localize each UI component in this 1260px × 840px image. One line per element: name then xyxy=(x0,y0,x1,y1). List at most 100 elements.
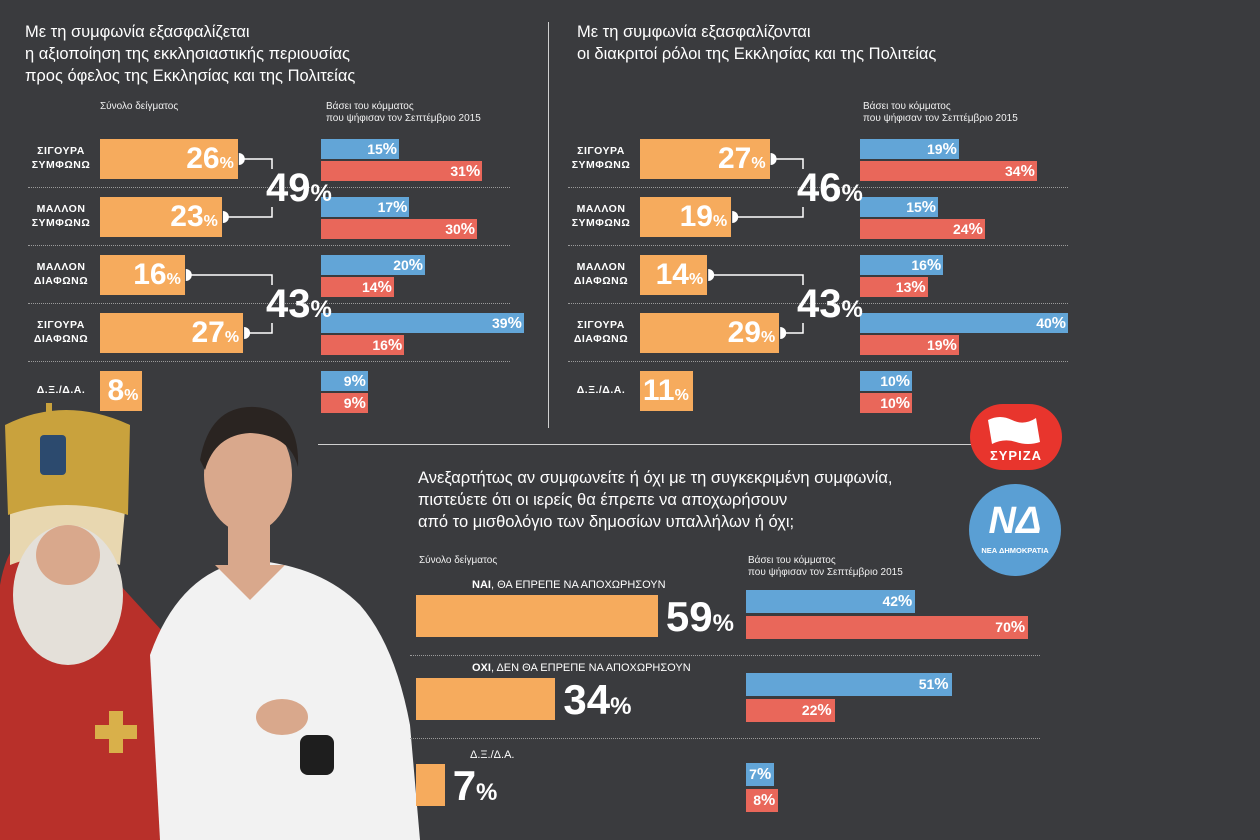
total-bar xyxy=(640,371,693,411)
panel2-party-label-line: Βάσει του κόμματος xyxy=(863,101,951,112)
row-separator xyxy=(568,245,1068,246)
row-label-line: ΣΥΜΦΩΝΩ xyxy=(31,217,91,229)
row-separator xyxy=(410,655,1040,656)
panel2-title: Με τη συμφωνία εξασφαλίζονται οι διακριτ… xyxy=(577,21,936,65)
total-bar-value: 8% xyxy=(107,374,139,407)
total-bar xyxy=(100,255,185,295)
party-red-value: 22% xyxy=(801,702,832,719)
total-bar xyxy=(100,371,143,411)
party-blue-bar xyxy=(860,139,959,159)
row-separator xyxy=(568,187,1068,188)
total-bar-value: 11% xyxy=(642,374,689,407)
nd-logo-subtext: ΝΕΑ ΔΗΜΟΚΡΑΤΙΑ xyxy=(981,546,1049,555)
row-separator xyxy=(410,738,1040,739)
row-label-line: ΣΙΓΟΥΡΑ xyxy=(37,145,85,157)
row-label-line: Δ.Ξ./Δ.Α. xyxy=(576,384,626,396)
row-label: ΜΑΛΛΟΝ ΣΥΜΦΩΝΩ xyxy=(30,202,92,230)
archbishop-figure xyxy=(0,403,190,840)
total-bar xyxy=(100,197,222,237)
syriza-flag-icon xyxy=(988,417,1040,444)
panel3-party-label: Βάσει του κόμματος που ψήφισαν τον Σεπτέ… xyxy=(748,555,903,579)
row-label-line: ΜΑΛΛΟΝ xyxy=(576,261,626,273)
party-red-bar xyxy=(321,335,405,355)
party-blue-value: 9% xyxy=(343,373,366,390)
bracket-line xyxy=(708,269,804,339)
total-bar-value: 26% xyxy=(186,142,234,175)
party-red-value: 24% xyxy=(952,221,983,238)
panel2-title-line: Με τη συμφωνία εξασφαλίζονται xyxy=(577,23,811,41)
row-label-line: ΣΙΓΟΥΡΑ xyxy=(577,319,625,331)
row-label: ΣΙΓΟΥΡΑ ΔΙΑΦΩΝΩ xyxy=(30,318,92,346)
party-red-bar xyxy=(746,699,835,722)
nd-logo-text: ΝΔ xyxy=(988,500,1042,542)
party-blue-bar xyxy=(860,255,944,275)
bracket-line xyxy=(732,153,804,223)
panel1-total-label: Σύνολο δείγματος xyxy=(100,101,179,112)
row-label: Δ.Ξ./Δ.Α. xyxy=(30,383,92,397)
row-label: ΣΙΓΟΥΡΑ ΣΥΜΦΩΝΩ xyxy=(30,144,92,172)
total-bar-value: 59% xyxy=(665,593,734,640)
party-red-bar xyxy=(860,219,985,239)
party-blue-bar xyxy=(321,371,368,391)
panel3-party-label-line: Βάσει του κόμματος xyxy=(748,555,836,566)
party-blue-bar xyxy=(321,197,410,217)
bracket-total-value: 43% xyxy=(266,282,332,326)
party-blue-bar xyxy=(746,673,952,696)
panel3-title-line: από το μισθολόγιο των δημοσίων υπαλλήλων… xyxy=(418,513,795,531)
total-bar-value: 27% xyxy=(717,142,766,175)
people-photo xyxy=(0,403,420,840)
row-label: Δ.Ξ./Δ.Α. xyxy=(570,383,632,397)
answer-label: Δ.Ξ./Δ.Α. xyxy=(470,749,515,761)
row-separator xyxy=(568,303,1068,304)
party-red-value: 9% xyxy=(343,395,366,412)
party-blue-bar xyxy=(321,255,425,275)
row-label-line: ΔΙΑΦΩΝΩ xyxy=(33,275,89,287)
total-bar xyxy=(100,139,238,179)
row-label-line: ΜΑΛΛΟΝ xyxy=(36,203,86,215)
party-red-bar xyxy=(321,219,477,239)
row-label-line: ΣΥΜΦΩΝΩ xyxy=(571,159,631,171)
panel3-title-line: Ανεξαρτήτως αν συμφωνείτε ή όχι με τη συ… xyxy=(418,469,893,487)
party-red-value: 13% xyxy=(895,279,926,296)
panel2-party-label: Βάσει του κόμματος που ψήφισαν τον Σεπτέ… xyxy=(863,101,1018,125)
total-bar xyxy=(100,313,244,353)
row-label-line: ΣΥΜΦΩΝΩ xyxy=(31,159,91,171)
row-label: ΣΙΓΟΥΡΑ ΣΥΜΦΩΝΩ xyxy=(570,144,632,172)
panel3-title: Ανεξαρτήτως αν συμφωνείτε ή όχι με τη συ… xyxy=(418,467,892,533)
panel3-total-label: Σύνολο δείγματος xyxy=(419,555,498,566)
party-red-bar xyxy=(860,277,928,297)
panel1-party-label: Βάσει του κόμματος που ψήφισαν τον Σεπτέ… xyxy=(326,101,481,125)
total-bar xyxy=(640,313,780,353)
panel1-party-label-line: που ψήφισαν τον Σεπτέμβριο 2015 xyxy=(326,113,481,124)
total-bar-value: 29% xyxy=(727,316,776,349)
party-red-value: 31% xyxy=(450,163,481,180)
row-label-line: ΔΙΑΦΩΝΩ xyxy=(33,333,89,345)
row-label-line: ΣΙΓΟΥΡΑ xyxy=(37,319,85,331)
party-blue-value: 15% xyxy=(906,199,936,216)
party-red-value: 8% xyxy=(753,792,776,809)
party-blue-value: 19% xyxy=(926,141,957,158)
party-red-bar xyxy=(321,393,368,413)
row-label-line: ΜΑΛΛΟΝ xyxy=(36,261,86,273)
party-red-bar xyxy=(746,789,779,812)
party-red-bar xyxy=(860,393,912,413)
bracket-line xyxy=(185,269,273,339)
total-bar xyxy=(640,255,708,295)
party-blue-value: 7% xyxy=(749,766,772,783)
section-divider xyxy=(318,444,983,445)
panel1-title-line: η αξιοποίηση της εκκλησιαστικής περιουσί… xyxy=(25,45,350,63)
total-bar-value: 34% xyxy=(563,676,632,723)
answer-label: ΝΑΙ, ΘΑ ΕΠΡΕΠΕ ΝΑ ΑΠΟΧΩΡΗΣΟΥΝ xyxy=(472,579,666,591)
party-red-value: 10% xyxy=(880,395,910,412)
row-label: ΣΙΓΟΥΡΑ ΔΙΑΦΩΝΩ xyxy=(570,318,632,346)
party-blue-value: 17% xyxy=(377,199,408,216)
bracket-total-value: 49% xyxy=(266,166,332,210)
party-red-value: 70% xyxy=(995,619,1026,636)
row-label: ΜΑΛΛΟΝ ΔΙΑΦΩΝΩ xyxy=(570,260,632,288)
panel1-title-line: προς όφελος της Εκκλησίας και της Πολιτε… xyxy=(25,67,356,85)
row-label: ΜΑΛΛΟΝ ΔΙΑΦΩΝΩ xyxy=(30,260,92,288)
row-label-line: ΔΙΑΦΩΝΩ xyxy=(573,333,629,345)
bracket-total-value: 43% xyxy=(797,282,863,326)
party-red-value: 16% xyxy=(372,337,403,354)
party-blue-bar xyxy=(860,197,938,217)
